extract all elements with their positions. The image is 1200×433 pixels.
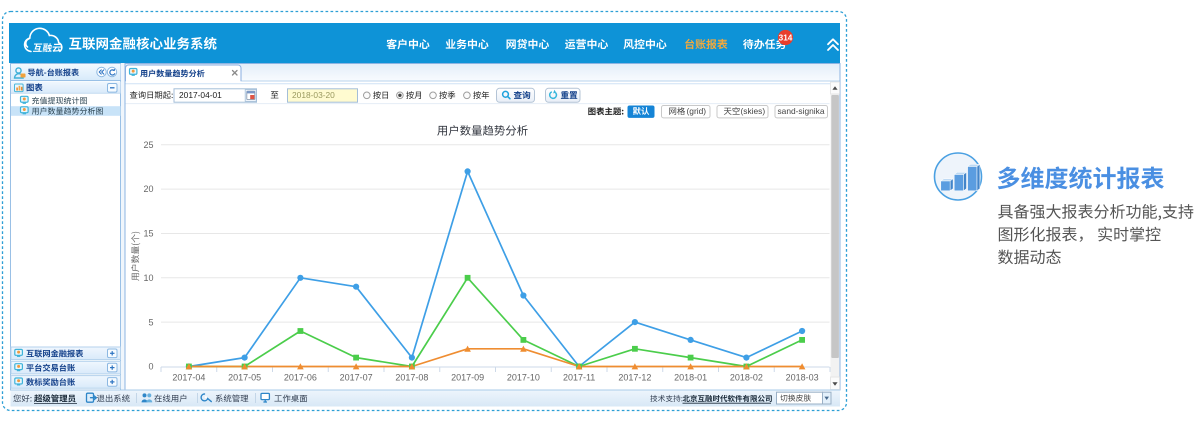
svg-text:314: 314 bbox=[779, 33, 793, 42]
svg-text:sand-signika: sand-signika bbox=[777, 106, 824, 116]
svg-text:2017-04-01: 2017-04-01 bbox=[179, 90, 222, 100]
svg-text:2017-09: 2017-09 bbox=[451, 373, 484, 383]
svg-text:25: 25 bbox=[143, 140, 153, 150]
svg-text:2017-07: 2017-07 bbox=[340, 373, 373, 383]
svg-text:2017-10: 2017-10 bbox=[507, 373, 540, 383]
svg-text:2017-11: 2017-11 bbox=[563, 373, 595, 383]
svg-text:(skies): (skies) bbox=[741, 106, 766, 116]
svg-text:2017-08: 2017-08 bbox=[395, 373, 428, 383]
svg-text:2017-05: 2017-05 bbox=[228, 373, 261, 383]
svg-text:0: 0 bbox=[148, 362, 153, 372]
svg-text:15: 15 bbox=[143, 229, 153, 239]
svg-text:10: 10 bbox=[143, 273, 153, 283]
svg-text:2018-03-20: 2018-03-20 bbox=[292, 90, 335, 100]
svg-text:2017-06: 2017-06 bbox=[284, 373, 317, 383]
svg-text:5: 5 bbox=[148, 317, 153, 327]
svg-text:2017-12: 2017-12 bbox=[618, 373, 651, 383]
svg-text:2018-03: 2018-03 bbox=[786, 373, 819, 383]
svg-text:2017-04: 2017-04 bbox=[172, 373, 205, 383]
svg-text:2018-02: 2018-02 bbox=[730, 373, 763, 383]
svg-text:2018-01: 2018-01 bbox=[674, 373, 707, 383]
svg-text:(grid): (grid) bbox=[687, 106, 707, 116]
svg-text:20: 20 bbox=[143, 184, 153, 194]
